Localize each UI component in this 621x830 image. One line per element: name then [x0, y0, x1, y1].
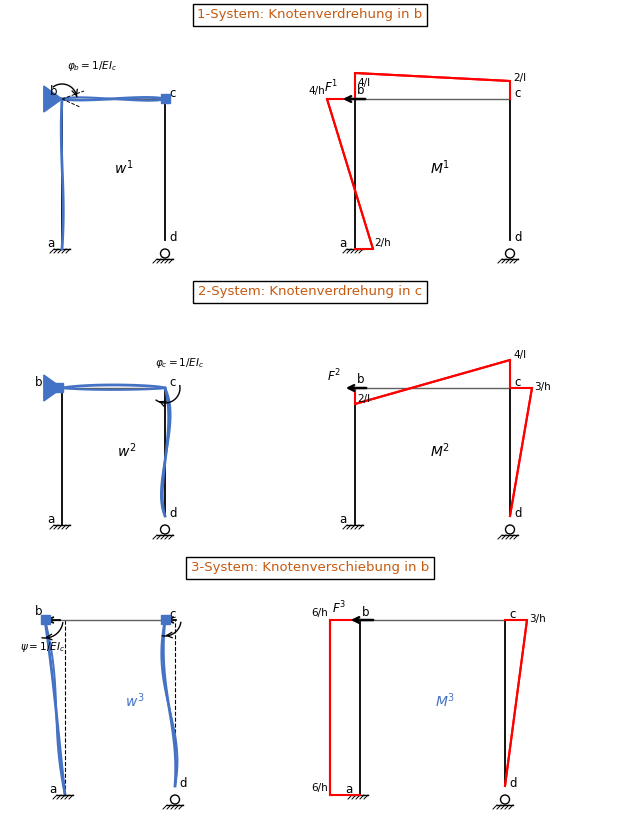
Bar	[160, 95, 170, 104]
Text: $F^3$: $F^3$	[332, 599, 346, 616]
Text: d: d	[169, 507, 176, 520]
Text: 2/h: 2/h	[374, 238, 391, 248]
Text: $\varphi_b = 1/EI_c$: $\varphi_b = 1/EI_c$	[67, 59, 117, 73]
Text: a: a	[345, 783, 352, 796]
Text: $M^1$: $M^1$	[430, 159, 450, 177]
Text: d: d	[509, 777, 517, 790]
Text: 6/h: 6/h	[311, 783, 328, 793]
Text: c: c	[169, 608, 175, 621]
Text: $w^3$: $w^3$	[125, 692, 144, 710]
Text: 4/h: 4/h	[308, 86, 325, 96]
Text: $w^1$: $w^1$	[114, 159, 134, 177]
Text: b: b	[362, 606, 369, 619]
Text: $w^2$: $w^2$	[117, 441, 136, 460]
Text: 1-System: Knotenverdrehung in b: 1-System: Knotenverdrehung in b	[197, 8, 423, 22]
Text: 3/h: 3/h	[534, 382, 551, 392]
Text: 3-System: Knotenverschiebung in b: 3-System: Knotenverschiebung in b	[191, 562, 429, 574]
Text: a: a	[47, 237, 54, 250]
Text: 4/l: 4/l	[357, 78, 370, 88]
Text: 2/l: 2/l	[357, 394, 370, 404]
Polygon shape	[44, 86, 62, 112]
Text: 2-System: Knotenverdrehung in c: 2-System: Knotenverdrehung in c	[198, 286, 422, 299]
Bar	[160, 616, 170, 624]
Bar	[53, 383, 63, 393]
Text: c: c	[514, 376, 520, 389]
Text: 6/h: 6/h	[311, 608, 328, 618]
Text: $\varphi_c = 1/EI_c$: $\varphi_c = 1/EI_c$	[155, 356, 204, 370]
Text: 3/h: 3/h	[529, 614, 546, 624]
Text: $F^1$: $F^1$	[324, 78, 338, 95]
Text: d: d	[514, 231, 522, 244]
Text: c: c	[169, 87, 175, 100]
Text: 2/l: 2/l	[513, 73, 526, 83]
Text: $F^2$: $F^2$	[327, 368, 341, 384]
Text: b: b	[357, 373, 365, 386]
Text: c: c	[169, 376, 175, 389]
Text: a: a	[340, 513, 347, 526]
Text: $M^3$: $M^3$	[435, 692, 455, 710]
Text: a: a	[50, 783, 57, 796]
Text: b: b	[35, 376, 42, 389]
Text: b: b	[357, 84, 365, 97]
Text: $\psi = 1/EI_c$: $\psi = 1/EI_c$	[20, 640, 65, 654]
Text: 4/l: 4/l	[513, 350, 526, 360]
Text: a: a	[47, 513, 54, 526]
Text: d: d	[169, 231, 176, 244]
Text: a: a	[340, 237, 347, 250]
Polygon shape	[44, 375, 62, 401]
Text: d: d	[179, 777, 186, 790]
Bar	[40, 616, 50, 624]
Text: c: c	[514, 87, 520, 100]
Text: d: d	[514, 507, 522, 520]
Text: b: b	[50, 85, 57, 98]
Text: $M^2$: $M^2$	[430, 441, 450, 460]
Text: b: b	[35, 605, 42, 618]
Text: c: c	[509, 608, 515, 621]
